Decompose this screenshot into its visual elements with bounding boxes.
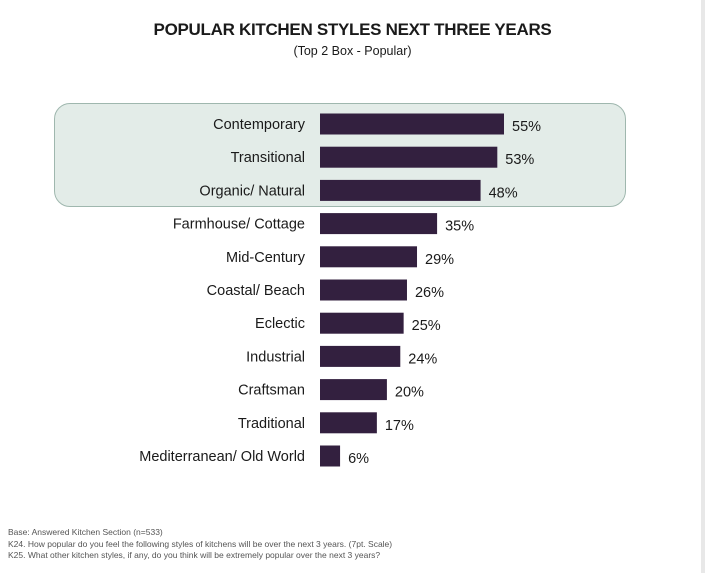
category-label: Coastal/ Beach <box>207 283 305 299</box>
footnote-base: Base: Answered Kitchen Section (n=533) <box>8 527 163 537</box>
bar <box>320 246 418 268</box>
data-label: 25% <box>412 318 441 334</box>
footnote-k25: K25. What other kitchen styles, if any, … <box>8 550 381 560</box>
data-label: 48% <box>489 185 518 201</box>
data-label: 26% <box>415 285 444 301</box>
data-label: 24% <box>408 351 437 367</box>
bar <box>320 412 377 434</box>
category-label: Traditional <box>238 416 305 432</box>
page-edge <box>701 0 705 573</box>
category-label: Transitional <box>231 150 305 166</box>
bar <box>320 213 438 235</box>
bar <box>320 113 504 135</box>
category-label: Craftsman <box>238 383 305 399</box>
category-label: Mid-Century <box>226 250 306 266</box>
footnotes: Base: Answered Kitchen Section (n=533) K… <box>8 527 698 562</box>
data-label: 29% <box>425 252 454 268</box>
bar <box>320 279 407 301</box>
bar <box>320 146 498 168</box>
category-label: Contemporary <box>213 117 306 133</box>
footnote-k24: K24. How popular do you feel the followi… <box>8 538 393 549</box>
data-label: 6% <box>348 451 369 467</box>
category-label: Eclectic <box>255 316 305 332</box>
bar <box>320 312 404 334</box>
data-label: 17% <box>385 418 414 434</box>
data-label: 53% <box>505 152 534 168</box>
category-label: Mediterranean/ Old World <box>139 449 305 465</box>
data-label: 35% <box>445 219 474 235</box>
bar <box>320 179 481 201</box>
chart-title: POPULAR KITCHEN STYLES NEXT THREE YEARS <box>153 20 552 39</box>
category-label: Organic/ Natural <box>199 183 305 199</box>
bar <box>320 445 341 467</box>
chart-subtitle: (Top 2 Box - Popular) <box>293 44 412 58</box>
data-label: 55% <box>512 119 541 135</box>
category-label: Industrial <box>246 349 305 365</box>
category-label: Farmhouse/ Cottage <box>173 217 305 233</box>
bar <box>320 379 387 401</box>
data-label: 20% <box>395 385 424 401</box>
bar <box>320 345 401 367</box>
bar-chart: Contemporary 55% Transitional 53% Organic/ N… <box>139 113 541 467</box>
